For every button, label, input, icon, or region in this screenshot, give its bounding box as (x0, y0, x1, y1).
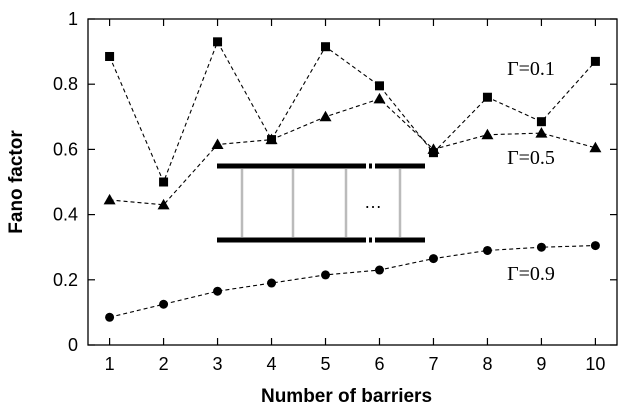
series-layer (103, 37, 602, 322)
series-line (109, 98, 596, 206)
series-line (109, 40, 596, 184)
x-tick-label: 10 (585, 354, 605, 374)
x-tick-label: 7 (428, 354, 438, 374)
triangle-marker (265, 133, 278, 145)
square-marker (213, 37, 223, 47)
square-marker (590, 56, 600, 66)
circle-marker (267, 278, 277, 288)
circle-marker (536, 242, 546, 252)
series-label: Γ=0.9 (507, 263, 555, 285)
square-marker (536, 117, 546, 127)
y-axis-label: Fano factor (6, 130, 27, 234)
x-tick-label: 8 (482, 354, 492, 374)
axes-layer: 1 2 3 4 5 6 7 8 9 10 0 0.2 0.4 0.6 0.8 1 (53, 9, 618, 374)
square-marker (374, 81, 384, 91)
series-label: Γ=0.5 (507, 147, 555, 169)
x-tick-label: 9 (536, 354, 546, 374)
triangle-marker (373, 92, 386, 104)
circle-marker (159, 299, 169, 309)
triangle-marker (319, 110, 332, 122)
square-marker (482, 92, 492, 102)
square-marker (105, 51, 115, 61)
x-tick-label: 5 (321, 354, 331, 374)
x-tick-label: 3 (213, 354, 223, 374)
x-tick-label: 4 (267, 354, 277, 374)
circle-marker (590, 241, 600, 251)
y-tick-label: 0.2 (53, 270, 78, 290)
barrier-schematic-inset: … (217, 163, 425, 243)
circle-marker (321, 270, 331, 280)
label-layer: Number of barriers Fano factor Γ=0.1 Γ=0.5 Γ… (6, 58, 555, 407)
y-tick-label: 1 (68, 9, 78, 29)
series-line (109, 245, 596, 318)
x-tick-label: 1 (105, 354, 115, 374)
triangle-marker (535, 127, 548, 138)
x-axis-label: Number of barriers (261, 386, 432, 407)
inset-ellipsis: … (364, 192, 382, 212)
circle-marker (105, 312, 115, 322)
plot-frame (87, 18, 618, 346)
circle-marker (374, 265, 384, 275)
series-label: Γ=0.1 (507, 58, 555, 80)
circle-marker (213, 286, 223, 296)
y-tick-label: 0.4 (53, 205, 78, 225)
triangle-marker (589, 141, 602, 153)
square-marker (159, 177, 169, 187)
square-marker (321, 42, 331, 52)
triangle-marker (481, 128, 494, 140)
circle-marker (428, 254, 438, 264)
y-tick-label: 0.8 (53, 74, 78, 94)
triangle-marker (157, 198, 170, 210)
triangle-marker (211, 138, 224, 150)
triangle-marker (427, 143, 440, 154)
y-tick-label: 0 (68, 335, 78, 355)
x-tick-label: 6 (374, 354, 384, 374)
y-tick-label: 0.6 (53, 139, 78, 159)
x-tick-label: 2 (159, 354, 169, 374)
triangle-marker (103, 193, 116, 205)
circle-marker (482, 245, 492, 255)
